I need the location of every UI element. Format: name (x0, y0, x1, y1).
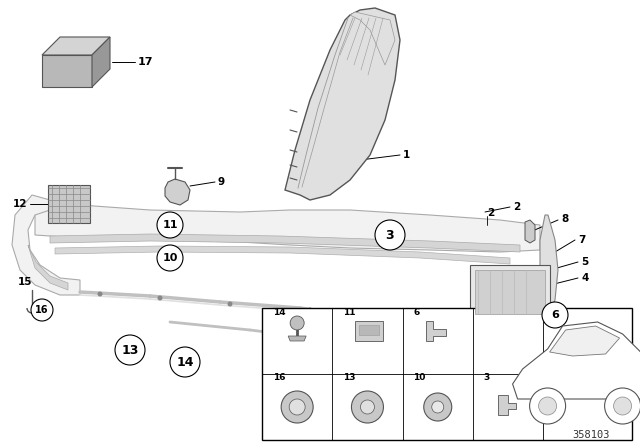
FancyBboxPatch shape (262, 308, 632, 440)
Text: 358103: 358103 (573, 430, 610, 440)
Text: 14: 14 (273, 307, 285, 316)
Polygon shape (350, 12, 395, 65)
FancyBboxPatch shape (48, 185, 90, 223)
Polygon shape (50, 234, 520, 252)
Text: 12: 12 (13, 199, 27, 209)
Circle shape (97, 292, 102, 297)
FancyBboxPatch shape (355, 321, 383, 341)
Circle shape (375, 220, 405, 250)
Circle shape (157, 296, 163, 301)
Text: 14: 14 (176, 356, 194, 369)
Circle shape (281, 391, 313, 423)
Text: 9: 9 (218, 177, 225, 187)
Polygon shape (12, 195, 80, 295)
Text: 6: 6 (551, 310, 559, 320)
Polygon shape (285, 8, 400, 200)
Polygon shape (165, 179, 190, 205)
Text: 4: 4 (581, 273, 588, 283)
Polygon shape (498, 395, 516, 415)
Polygon shape (513, 322, 640, 399)
Circle shape (424, 393, 452, 421)
Text: 16: 16 (273, 372, 285, 382)
Text: 2: 2 (513, 202, 520, 212)
FancyBboxPatch shape (475, 270, 545, 314)
Polygon shape (525, 220, 535, 243)
Text: 10: 10 (163, 253, 178, 263)
Text: 13: 13 (343, 372, 355, 382)
Text: 10: 10 (413, 372, 426, 382)
Polygon shape (550, 326, 620, 356)
Polygon shape (540, 215, 558, 310)
Text: 8: 8 (561, 214, 568, 224)
Text: 3: 3 (483, 372, 490, 382)
Text: 13: 13 (122, 344, 139, 357)
FancyBboxPatch shape (360, 325, 380, 335)
Polygon shape (35, 200, 540, 252)
Text: 7: 7 (578, 235, 586, 245)
Circle shape (605, 388, 640, 424)
Circle shape (157, 212, 183, 238)
Circle shape (31, 299, 53, 321)
Text: 11: 11 (163, 220, 178, 230)
Circle shape (438, 327, 442, 332)
Circle shape (614, 397, 632, 415)
Circle shape (432, 401, 444, 413)
Circle shape (530, 388, 566, 424)
Text: 15: 15 (18, 277, 33, 287)
Circle shape (351, 391, 383, 423)
Circle shape (289, 399, 305, 415)
Polygon shape (288, 336, 306, 341)
Polygon shape (42, 37, 110, 55)
Circle shape (157, 245, 183, 271)
Circle shape (542, 302, 568, 328)
Polygon shape (42, 55, 92, 87)
Polygon shape (28, 245, 68, 290)
Circle shape (539, 397, 557, 415)
Text: 2: 2 (487, 208, 494, 218)
Polygon shape (92, 37, 110, 87)
Text: 3: 3 (386, 228, 394, 241)
Circle shape (360, 400, 374, 414)
Text: 1: 1 (403, 150, 410, 160)
Circle shape (115, 335, 145, 365)
Circle shape (378, 318, 383, 323)
Circle shape (227, 302, 232, 306)
Circle shape (170, 347, 200, 377)
Text: 17: 17 (138, 57, 154, 67)
Polygon shape (55, 246, 510, 264)
Text: 6: 6 (413, 307, 419, 316)
Text: 5: 5 (581, 257, 588, 267)
FancyBboxPatch shape (470, 265, 550, 320)
Text: 11: 11 (343, 307, 355, 316)
Text: 16: 16 (35, 305, 49, 315)
Polygon shape (426, 321, 445, 341)
Circle shape (290, 316, 304, 330)
Circle shape (307, 307, 312, 313)
